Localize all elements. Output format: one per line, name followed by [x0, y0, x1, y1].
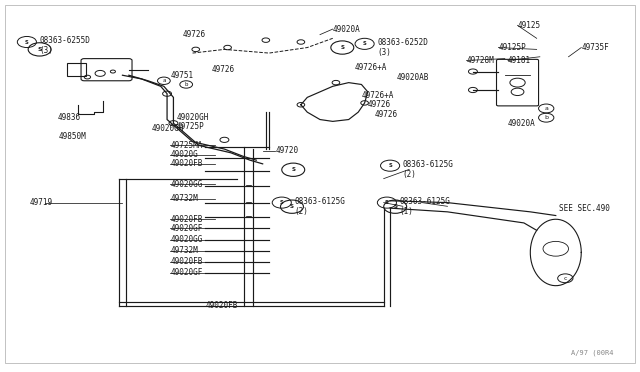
- Text: S: S: [393, 204, 397, 209]
- Text: S: S: [388, 163, 392, 168]
- Text: 49850M: 49850M: [59, 132, 86, 141]
- Text: 08363-6252D
(3): 08363-6252D (3): [378, 38, 428, 57]
- Text: 08363-6255D
(3): 08363-6255D (3): [40, 36, 90, 55]
- Text: a: a: [162, 78, 166, 83]
- Text: S: S: [290, 204, 294, 209]
- Text: 49726+A: 49726+A: [362, 91, 394, 100]
- Text: 49732M: 49732M: [170, 246, 198, 255]
- Text: 49020GG: 49020GG: [170, 180, 203, 189]
- Text: 49020GG: 49020GG: [170, 235, 203, 244]
- Text: S: S: [385, 200, 388, 205]
- Text: 49125: 49125: [518, 21, 541, 30]
- Text: SEE SEC.490: SEE SEC.490: [559, 203, 610, 213]
- Text: 49720: 49720: [275, 147, 298, 155]
- Text: 49726: 49726: [374, 109, 397, 119]
- Text: 49020GH: 49020GH: [151, 124, 184, 133]
- Text: S: S: [291, 167, 295, 172]
- Text: 08363-6125G
(2): 08363-6125G (2): [403, 160, 454, 179]
- Text: 49735F: 49735F: [581, 43, 609, 52]
- Text: 49181: 49181: [508, 56, 531, 65]
- Text: a: a: [544, 106, 548, 111]
- Text: 08363-6125G
(1): 08363-6125G (1): [399, 197, 451, 216]
- Text: 49020GF: 49020GF: [170, 268, 203, 277]
- Text: 49732M: 49732M: [170, 195, 198, 203]
- Text: 49125P: 49125P: [499, 43, 526, 52]
- Text: 49020A: 49020A: [333, 25, 360, 33]
- Text: 49726: 49726: [183, 30, 206, 39]
- Text: 08363-6125G
(2): 08363-6125G (2): [294, 197, 346, 216]
- Text: b: b: [544, 115, 548, 120]
- Text: 49020GH: 49020GH: [177, 113, 209, 122]
- Text: 49719: 49719: [30, 198, 53, 207]
- Text: 49020FB: 49020FB: [205, 301, 237, 311]
- Text: S: S: [340, 45, 344, 50]
- Text: 49726+A: 49726+A: [355, 63, 387, 72]
- Text: S: S: [280, 200, 284, 205]
- Text: A/97 (00R4: A/97 (00R4: [571, 349, 613, 356]
- Text: 49728M: 49728M: [467, 56, 494, 65]
- Text: 49020FB: 49020FB: [170, 215, 203, 224]
- Text: 49020AB: 49020AB: [396, 73, 429, 81]
- Text: 49020FB: 49020FB: [170, 257, 203, 266]
- Text: 49836: 49836: [58, 113, 81, 122]
- Text: 49020GF: 49020GF: [170, 224, 203, 233]
- Text: 49725MA: 49725MA: [170, 141, 203, 150]
- Text: 49726: 49726: [368, 100, 391, 109]
- Text: S: S: [25, 39, 29, 45]
- Text: 49020A: 49020A: [508, 119, 536, 128]
- Text: S: S: [37, 47, 42, 52]
- Text: 49020FB: 49020FB: [170, 159, 203, 169]
- Text: b: b: [184, 82, 188, 87]
- Text: S: S: [363, 41, 367, 46]
- Text: 49725P: 49725P: [177, 122, 204, 131]
- Text: 49020G: 49020G: [170, 150, 198, 159]
- Text: 49751: 49751: [170, 71, 193, 80]
- Text: c: c: [564, 276, 567, 281]
- Text: 49726: 49726: [212, 65, 235, 74]
